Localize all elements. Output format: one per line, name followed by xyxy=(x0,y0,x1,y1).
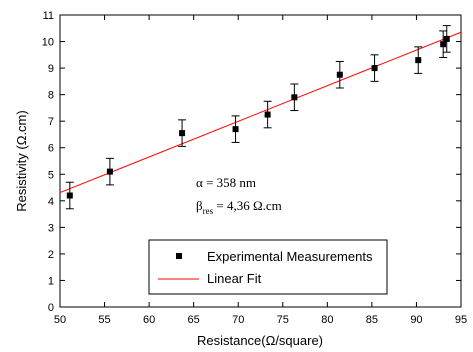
point-marker xyxy=(66,192,73,199)
data-point xyxy=(65,181,74,210)
x-tick-label: 60 xyxy=(143,314,155,326)
y-tick-label: 8 xyxy=(48,90,54,102)
point-marker xyxy=(179,130,186,137)
point-marker xyxy=(443,35,450,42)
x-tick-label: 65 xyxy=(188,314,200,326)
x-axis-title: Resistance(Ω/square) xyxy=(197,333,323,348)
data-point xyxy=(414,46,423,74)
point-marker xyxy=(371,65,378,72)
x-tick-label: 90 xyxy=(410,314,422,326)
annotation-beta: βres = 4,36 Ω.cm xyxy=(196,198,282,216)
fit-layer xyxy=(59,31,462,194)
point-marker xyxy=(264,111,271,118)
y-tick-label: 2 xyxy=(48,249,54,261)
legend-label-fit: Linear Fit xyxy=(207,271,262,286)
x-tick-label: 80 xyxy=(321,314,333,326)
y-tick-label: 3 xyxy=(48,222,54,234)
point-marker xyxy=(291,94,298,101)
y-tick-label: 5 xyxy=(48,169,54,181)
point-marker xyxy=(336,71,343,78)
data-point xyxy=(335,60,344,89)
point-marker xyxy=(415,57,422,64)
legend-marker-square xyxy=(176,253,182,259)
legend: Experimental Measurements Linear Fit xyxy=(148,239,388,295)
points-layer xyxy=(65,25,451,210)
svg-text:α = 358 nm: α = 358 nm xyxy=(196,175,256,190)
x-tick-label: 95 xyxy=(455,314,467,326)
data-point xyxy=(439,30,448,58)
y-tick-label: 0 xyxy=(48,302,54,314)
linear-fit-line xyxy=(59,31,462,194)
data-point xyxy=(178,119,187,147)
data-point xyxy=(442,25,451,53)
point-marker xyxy=(440,41,447,48)
y-tick-label: 11 xyxy=(43,10,54,22)
y-tick-label: 4 xyxy=(48,196,54,208)
y-tick-label: 7 xyxy=(48,116,54,128)
y-tick-label: 9 xyxy=(48,63,54,75)
annotation-alpha: α = 358 nm xyxy=(196,175,256,190)
data-point xyxy=(231,115,240,143)
axis-ticks: 50 55 60 65 70 75 80 85 90 95 0 1 2 3 4 5 6 7 8 9 10 11 xyxy=(42,10,467,326)
x-tick-label: 55 xyxy=(98,314,110,326)
data-point xyxy=(370,54,379,82)
plot-frame xyxy=(59,14,462,308)
legend-label-experimental: Experimental Measurements xyxy=(207,249,373,264)
data-point xyxy=(263,100,272,129)
x-tick-label: 75 xyxy=(277,314,289,326)
x-tick-label: 50 xyxy=(54,314,66,326)
y-tick-label: 10 xyxy=(42,37,54,49)
x-tick-label: 70 xyxy=(232,314,244,326)
data-point xyxy=(290,83,299,112)
point-marker xyxy=(232,126,239,133)
y-tick-label: 1 xyxy=(48,275,54,287)
legend-box xyxy=(148,239,388,295)
data-point xyxy=(105,157,114,186)
point-marker xyxy=(106,168,113,175)
y-tick-label: 6 xyxy=(48,143,54,155)
y-axis-title: Resistivity (Ω.cm) xyxy=(14,110,29,211)
svg-text:βres = 4,36 Ω.cm: βres = 4,36 Ω.cm xyxy=(196,198,282,216)
x-tick-label: 85 xyxy=(366,314,378,326)
